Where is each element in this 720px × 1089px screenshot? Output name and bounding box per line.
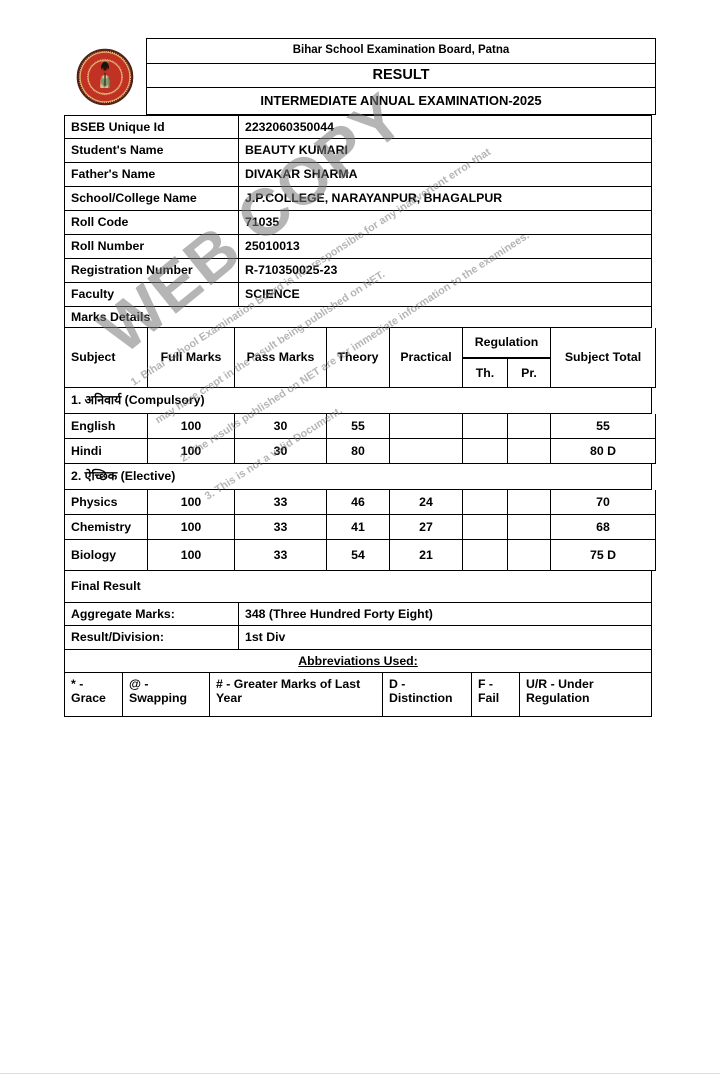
svg-text:बिहार: बिहार (102, 92, 108, 96)
